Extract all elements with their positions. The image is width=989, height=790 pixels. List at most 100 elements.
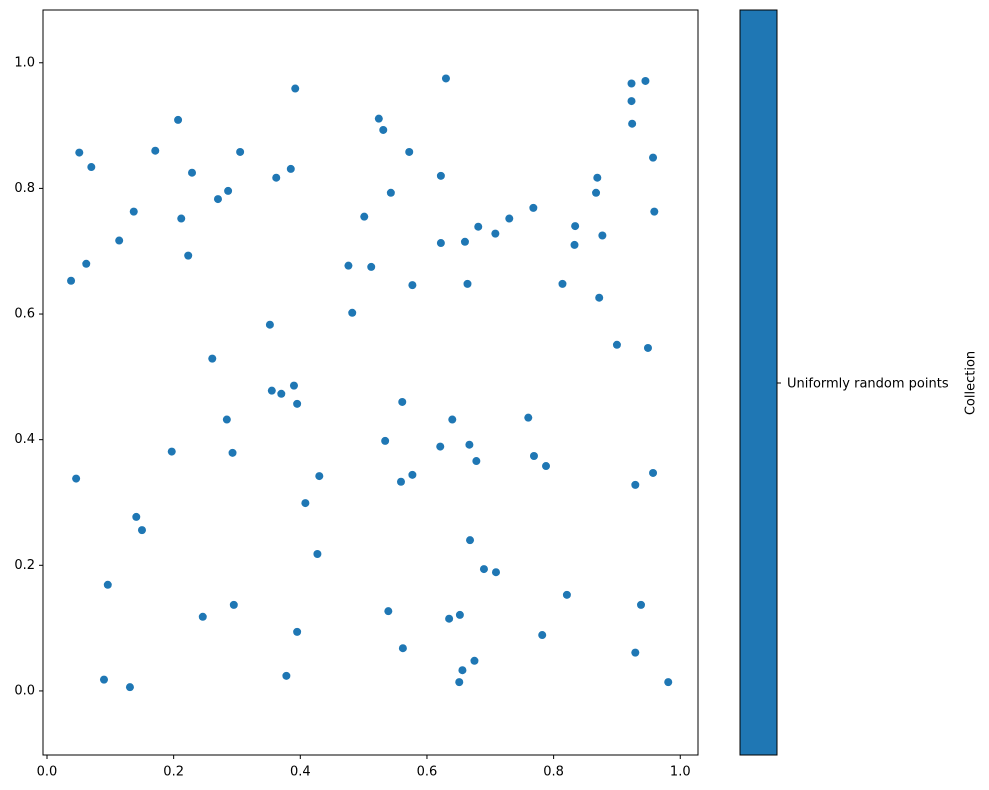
x-tick-label: 0.0: [37, 765, 58, 780]
point: [455, 678, 464, 687]
point: [208, 354, 217, 363]
point: [82, 259, 91, 268]
point: [381, 436, 390, 445]
point: [592, 188, 601, 197]
point: [643, 343, 652, 352]
point: [277, 389, 286, 398]
point: [289, 381, 298, 390]
point: [441, 74, 450, 83]
colorbar: [739, 9, 778, 756]
point: [386, 188, 395, 197]
y-tick-label: 0.0: [14, 683, 35, 698]
point: [436, 171, 445, 180]
point: [491, 229, 500, 238]
point: [463, 279, 472, 288]
point: [408, 470, 417, 479]
point: [445, 614, 454, 623]
point: [455, 610, 464, 619]
point: [265, 320, 274, 329]
point: [229, 600, 238, 609]
point: [470, 656, 479, 665]
point: [649, 153, 658, 162]
point: [67, 276, 76, 285]
point: [374, 114, 383, 123]
point: [291, 84, 300, 93]
point: [649, 468, 658, 477]
point: [458, 666, 467, 675]
point: [398, 397, 407, 406]
point: [99, 675, 108, 684]
point: [436, 239, 445, 248]
point: [272, 173, 281, 182]
point: [236, 147, 245, 156]
point: [474, 222, 483, 231]
point: [529, 451, 538, 460]
y-tick-label: 0.4: [14, 432, 35, 447]
point: [472, 457, 481, 466]
point: [448, 415, 457, 424]
point: [224, 186, 233, 195]
point: [562, 590, 571, 599]
point: [103, 580, 112, 589]
point: [344, 261, 353, 270]
point: [177, 214, 186, 223]
point: [436, 442, 445, 451]
point: [479, 565, 488, 574]
point: [125, 683, 134, 692]
point: [174, 115, 183, 124]
point: [570, 240, 579, 249]
y-tick-label: 1.0: [14, 55, 35, 70]
point: [184, 251, 193, 260]
y-tick-label: 0.8: [14, 181, 35, 196]
x-tick-label: 0.2: [163, 765, 184, 780]
point: [115, 236, 124, 245]
point: [405, 147, 414, 156]
point: [87, 163, 96, 172]
point: [282, 671, 291, 680]
point: [72, 474, 81, 483]
y-tick-label: 0.2: [14, 558, 35, 573]
colorbar-label: Collection: [964, 351, 979, 415]
point: [315, 472, 324, 481]
point: [628, 119, 637, 128]
point: [627, 97, 636, 106]
point: [396, 477, 405, 486]
point: [542, 462, 551, 471]
point: [524, 413, 533, 422]
point: [137, 526, 146, 535]
point: [598, 231, 607, 240]
point: [595, 293, 604, 302]
point: [505, 214, 514, 223]
point: [384, 607, 393, 616]
point: [167, 447, 176, 456]
point: [75, 148, 84, 157]
point: [301, 499, 310, 508]
point: [132, 512, 141, 521]
point: [612, 340, 621, 349]
point: [367, 262, 376, 271]
point: [571, 222, 580, 231]
point: [313, 549, 322, 558]
point: [631, 648, 640, 657]
point: [151, 146, 160, 155]
point: [398, 644, 407, 653]
point: [637, 600, 646, 609]
point: [491, 568, 500, 577]
point: [664, 678, 673, 687]
point: [228, 448, 237, 457]
point: [360, 212, 369, 221]
point: [293, 627, 302, 636]
point: [348, 308, 357, 317]
point: [379, 125, 388, 134]
point: [465, 440, 474, 449]
point: [558, 279, 567, 288]
point: [627, 79, 636, 88]
x-tick-label: 1.0: [670, 765, 691, 780]
point: [222, 415, 231, 424]
colorbar-tick-label: Uniformly random points: [787, 377, 949, 392]
plot-frame: [42, 9, 699, 756]
x-tick-label: 0.6: [417, 765, 438, 780]
point: [198, 612, 207, 621]
point: [466, 536, 475, 545]
